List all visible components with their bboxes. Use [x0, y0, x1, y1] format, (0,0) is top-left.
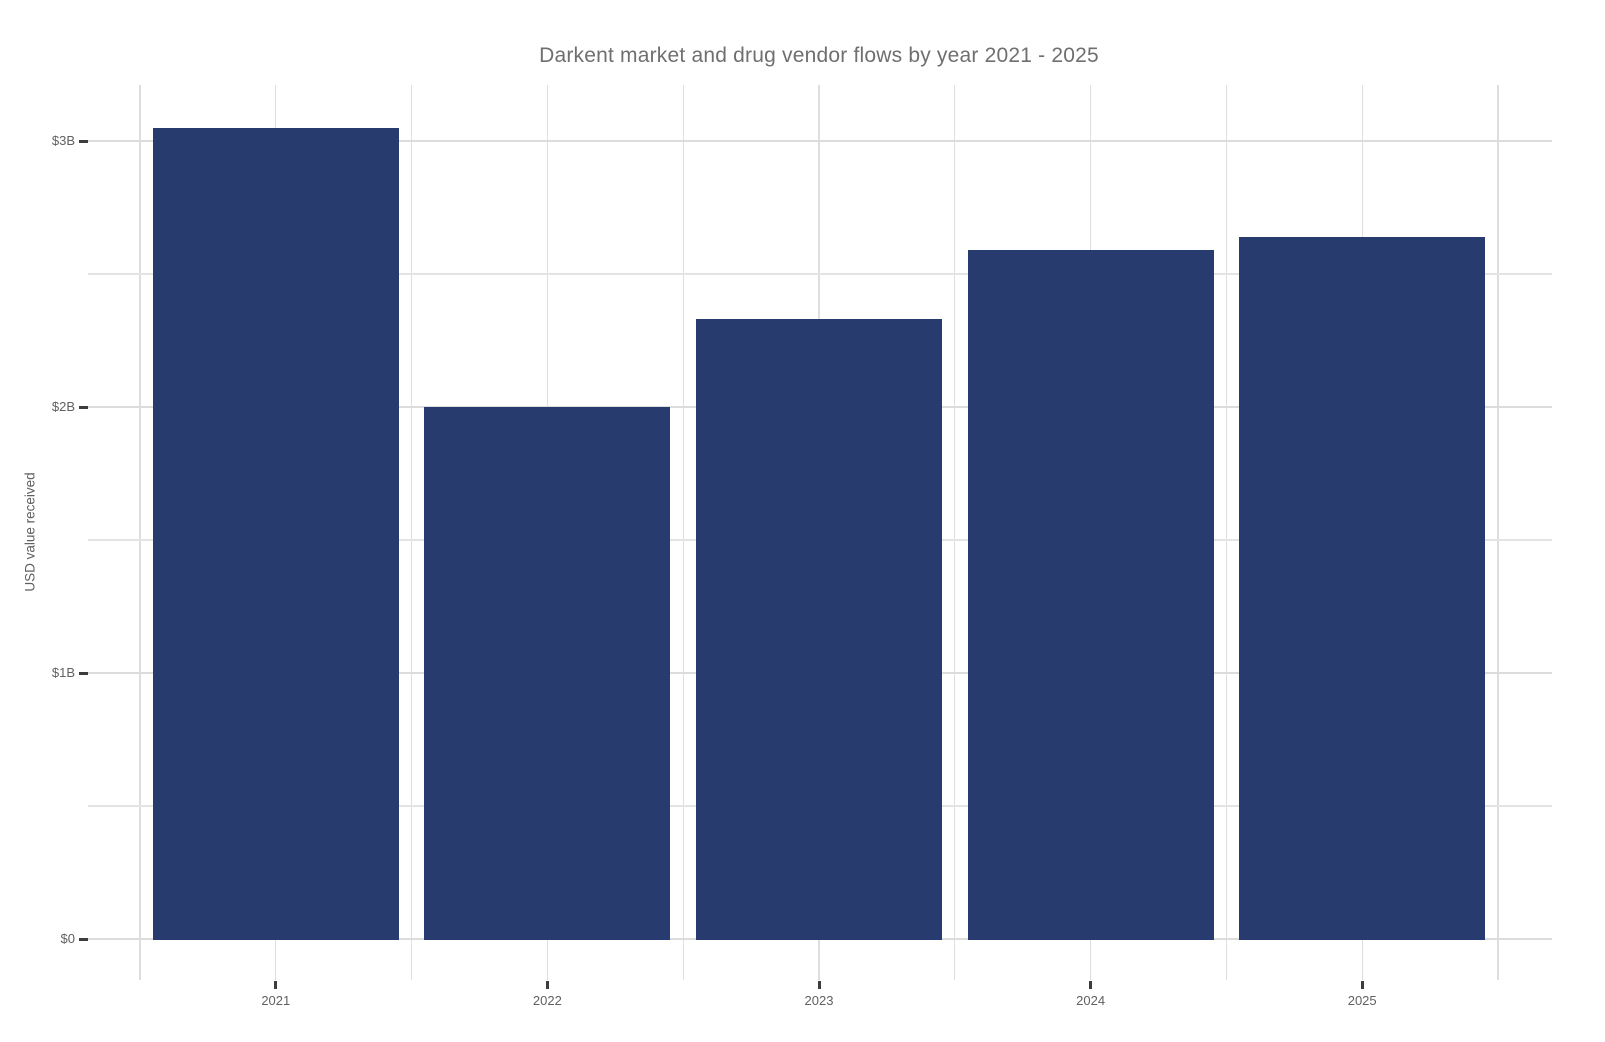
gridline-vertical	[1497, 85, 1499, 980]
y-axis-tick-label: $3B	[51, 133, 75, 148]
gridline-vertical	[139, 85, 141, 980]
y-axis-tick	[79, 671, 88, 675]
x-axis-tick-label: 2022	[532, 993, 562, 1008]
x-axis-tick	[274, 981, 278, 989]
gridline-horizontal	[88, 140, 1552, 142]
x-axis-tick	[1089, 981, 1093, 989]
y-axis-tick-label: $2B	[51, 399, 75, 414]
gridline-vertical	[682, 85, 684, 980]
gridline-vertical	[1225, 85, 1228, 980]
x-axis-tick-label: 2023	[804, 993, 834, 1008]
y-axis-title: USD value received	[22, 472, 38, 592]
bar-2023[interactable]	[696, 319, 942, 940]
y-axis-tick	[79, 139, 88, 143]
x-axis-tick	[1360, 981, 1364, 989]
y-axis-tick	[79, 937, 88, 941]
y-axis-tick-label: $0	[60, 931, 75, 946]
x-axis-tick-label: 2025	[1347, 993, 1377, 1008]
y-axis-tick	[79, 405, 88, 409]
x-axis-tick-label: 2024	[1076, 993, 1106, 1008]
x-axis-tick	[545, 981, 549, 989]
x-axis-tick-label: 2021	[261, 993, 291, 1008]
x-axis-tick	[817, 981, 821, 989]
bar-2021[interactable]	[152, 127, 399, 940]
bar-2025[interactable]	[1239, 236, 1486, 940]
gridline-vertical	[410, 85, 413, 980]
bar-2024[interactable]	[967, 250, 1214, 940]
y-axis-tick-label: $1B	[51, 665, 75, 680]
bar-2022[interactable]	[424, 407, 671, 940]
gridline-horizontal	[88, 273, 1552, 275]
chart-title: Darkent market and drug vendor flows by …	[539, 44, 1099, 67]
gridline-vertical	[954, 85, 956, 980]
